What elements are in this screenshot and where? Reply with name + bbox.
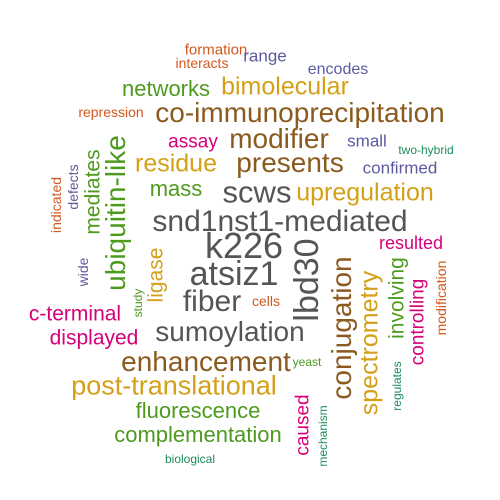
word-enhancement: enhancement bbox=[121, 346, 291, 377]
word-modification: modification bbox=[433, 260, 449, 336]
word-small: small bbox=[347, 131, 387, 151]
word-yeast: yeast bbox=[292, 355, 322, 369]
word-repression: repression bbox=[78, 104, 144, 120]
word-ubiquitin-like: ubiquitin-like bbox=[100, 135, 131, 291]
word-caused: caused bbox=[292, 394, 314, 456]
word-biological: biological bbox=[164, 452, 216, 466]
word-range: range bbox=[243, 46, 287, 66]
word-c-terminal: c-terminal bbox=[28, 302, 122, 326]
word-snd1nst1-mediated: snd1nst1-mediated bbox=[152, 205, 408, 238]
word-fluorescence: fluorescence bbox=[135, 398, 261, 423]
word-presents: presents bbox=[236, 147, 344, 178]
word-displayed: displayed bbox=[49, 326, 139, 350]
word-fiber: fiber bbox=[182, 285, 242, 318]
word-mechanism: mechanism bbox=[316, 405, 330, 467]
word-bimolecular: bimolecular bbox=[221, 72, 349, 101]
word-regulates: regulates bbox=[390, 361, 404, 411]
word-lbd30: lbd30 bbox=[288, 238, 326, 322]
word-controlling: controlling bbox=[407, 278, 429, 366]
word-networks: networks bbox=[121, 76, 211, 101]
word-scws: scws bbox=[222, 174, 292, 210]
word-study: study bbox=[131, 288, 145, 318]
word-cells: cells bbox=[251, 293, 281, 309]
word-wide: wide bbox=[75, 257, 91, 287]
word-mediates: mediates bbox=[81, 149, 105, 235]
word-atsiz1: atsiz1 bbox=[189, 255, 279, 293]
word-two-hybrid: two-hybrid bbox=[398, 143, 454, 157]
word-modifier: modifier bbox=[229, 123, 329, 154]
word-assay: assay bbox=[168, 131, 218, 153]
word-encodes: encodes bbox=[307, 61, 369, 78]
word-ligase: ligase bbox=[144, 247, 168, 303]
word-spectrometry: spectrometry bbox=[355, 270, 384, 416]
word-sumoylation: sumoylation bbox=[155, 316, 305, 347]
word-formation: formation bbox=[184, 41, 248, 59]
word-conjugation: conjugation bbox=[326, 256, 357, 400]
word-residue: residue bbox=[135, 149, 217, 178]
word-upregulation: upregulation bbox=[296, 178, 434, 207]
word-mass: mass bbox=[149, 176, 203, 201]
word-complementation: complementation bbox=[114, 422, 282, 447]
word-k226: k226 bbox=[204, 225, 284, 266]
word-indicated: indicated bbox=[48, 176, 64, 234]
word-co-immunoprecipitation: co-immunoprecipitation bbox=[155, 97, 445, 128]
word-resulted: resulted bbox=[378, 233, 444, 253]
word-interacts: interacts bbox=[175, 55, 229, 71]
word-confirmed: confirmed bbox=[362, 158, 438, 178]
word-defects: defects bbox=[65, 164, 81, 210]
word-post-translational: post-translational bbox=[71, 370, 277, 401]
word-involving: involving bbox=[385, 257, 409, 339]
